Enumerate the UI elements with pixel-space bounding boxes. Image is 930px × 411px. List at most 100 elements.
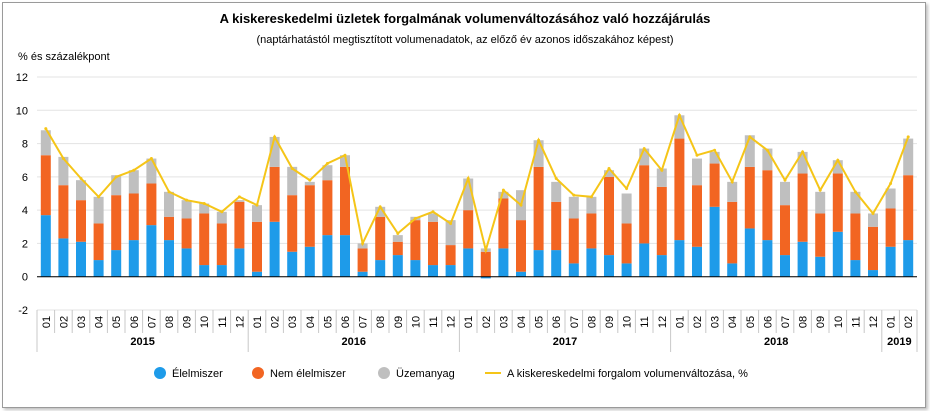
bar--zemanyag-43 [797, 151, 808, 174]
total-volume-point [889, 182, 893, 186]
total-volume-point [836, 158, 840, 162]
bar--lelmiszer-6 [146, 225, 157, 277]
bar-nem-lelmiszer-29 [551, 201, 562, 251]
bar-nem-lelmiszer-14 [287, 195, 298, 252]
bar-nem-lelmiszer-8 [181, 218, 192, 249]
bar--lelmiszer-15 [304, 246, 315, 277]
bar--zemanyag-26 [498, 191, 509, 199]
bar--lelmiszer-16 [322, 235, 333, 277]
year-label-2016: 2016 [342, 336, 366, 348]
x-tick-label: 06 [340, 316, 352, 328]
bar-nem-lelmiszer-45 [832, 173, 843, 232]
y-tick-label: 6 [22, 172, 28, 184]
bar-nem-lelmiszer-26 [498, 198, 509, 249]
total-volume-point [396, 231, 400, 235]
x-tick-label: 12 [868, 316, 880, 328]
total-volume-point [695, 153, 699, 157]
bar--zemanyag-2 [76, 180, 86, 201]
bar--lelmiszer-7 [164, 240, 174, 277]
year-label-2019: 2019 [887, 336, 911, 348]
bar-nem-lelmiszer-39 [727, 201, 738, 264]
bar--lelmiszer-40 [744, 228, 755, 277]
bar--zemanyag-16 [322, 165, 333, 181]
total-volume-point [765, 148, 769, 152]
bar--lelmiszer-23 [445, 265, 456, 277]
bar--lelmiszer-32 [604, 255, 614, 277]
bar-nem-lelmiszer-47 [868, 226, 878, 271]
x-tick-label: 10 [199, 316, 211, 328]
bar-nem-lelmiszer-46 [850, 213, 861, 261]
bar--lelmiszer-2 [76, 241, 86, 277]
bar-nem-lelmiszer-3 [93, 223, 104, 261]
bar--lelmiszer-26 [498, 248, 509, 277]
chart-subtitle: (naptárhatástól megtisztított volumenada… [256, 34, 673, 46]
bar-nem-lelmiszer-41 [762, 170, 773, 241]
x-tick-label: 07 [146, 316, 158, 328]
bar-nem-lelmiszer-5 [128, 193, 139, 241]
x-tick-label: 06 [129, 316, 141, 328]
total-volume-point [853, 190, 857, 194]
bar--zemanyag-47 [868, 213, 878, 227]
bar-nem-lelmiszer-12 [252, 221, 262, 272]
bar--zemanyag-15 [304, 181, 315, 186]
bar--zemanyag-0 [40, 130, 51, 156]
bar-nem-lelmiszer-44 [815, 213, 826, 257]
x-tick-label: 06 [551, 316, 563, 328]
bar-nem-lelmiszer-32 [604, 176, 614, 256]
total-volume-point [554, 177, 558, 181]
bar--zemanyag-18 [357, 243, 368, 249]
x-tick-label: 07 [569, 316, 581, 328]
bar--zemanyag-19 [375, 206, 386, 217]
total-volume-point [431, 210, 435, 214]
bar--lelmiszer-1 [58, 238, 69, 277]
total-volume-point [783, 178, 787, 182]
x-tick-label: 01 [41, 316, 53, 328]
bar--lelmiszer-14 [287, 251, 298, 277]
legend-swatch-2 [378, 367, 390, 379]
bar-nem-lelmiszer-0 [40, 155, 51, 216]
bar-nem-lelmiszer-9 [199, 213, 210, 266]
bar--zemanyag-24 [463, 178, 474, 211]
total-volume-point [290, 167, 294, 171]
legend-swatch-1 [252, 367, 264, 379]
bar--lelmiszer-21 [410, 260, 421, 277]
bar-nem-lelmiszer-43 [797, 173, 808, 242]
y-axis-label: % és százalékpont [18, 51, 110, 63]
total-volume-point [642, 147, 646, 151]
total-volume-point [501, 188, 505, 192]
bar-nem-lelmiszer-22 [428, 221, 438, 266]
bar-nem-lelmiszer-1 [58, 185, 69, 239]
y-tick-label: 4 [22, 205, 28, 217]
bar--zemanyag-11 [234, 200, 245, 202]
bar-nem-lelmiszer-27 [516, 220, 526, 272]
bar--zemanyag-38 [709, 151, 720, 164]
bar--lelmiszer-39 [727, 263, 738, 277]
y-tick-label: 8 [22, 139, 28, 151]
x-tick-label: 08 [586, 316, 598, 328]
x-tick-label: 06 [762, 316, 774, 328]
bar--zemanyag-34 [639, 148, 650, 166]
x-tick-label: 10 [410, 316, 422, 328]
bar--lelmiszer-18 [357, 271, 368, 277]
bar--zemanyag-17 [340, 155, 350, 167]
total-volume-point [748, 135, 752, 139]
total-volume-point [220, 210, 224, 214]
total-volume-point [871, 211, 875, 215]
total-volume-point [713, 148, 717, 152]
bar--lelmiszer-27 [516, 271, 526, 277]
bar--lelmiszer-48 [885, 246, 896, 277]
bar--lelmiszer-45 [832, 231, 843, 277]
bar--zemanyag-14 [287, 166, 298, 196]
bar--zemanyag-23 [445, 220, 456, 246]
bar--lelmiszer-28 [533, 250, 544, 277]
x-tick-label: 09 [815, 316, 827, 328]
bar--lelmiszer-9 [199, 265, 210, 277]
bar--lelmiszer-38 [709, 206, 720, 277]
y-tick-label: 12 [16, 72, 28, 84]
y-tick-label: 10 [16, 105, 28, 117]
bar--lelmiszer-41 [762, 240, 773, 277]
total-volume-point [185, 198, 189, 202]
total-volume-point [677, 113, 681, 117]
bar--zemanyag-40 [744, 135, 755, 167]
legend-label-0: Élelmiszer [172, 367, 223, 380]
